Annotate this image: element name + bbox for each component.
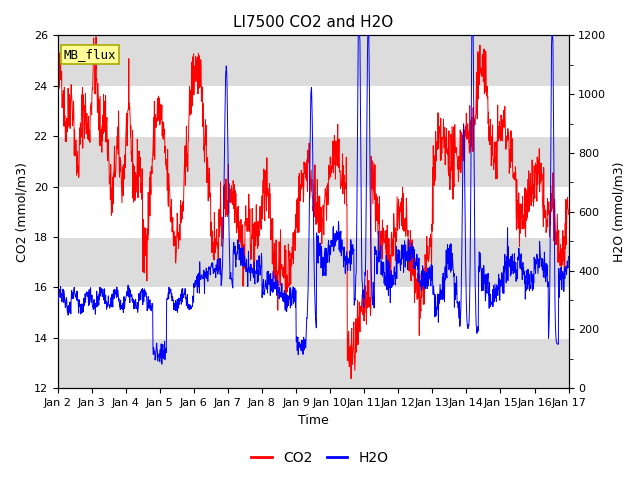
Legend: CO2, H2O: CO2, H2O xyxy=(246,445,394,471)
Bar xyxy=(58,36,568,86)
Bar xyxy=(58,237,568,288)
Bar xyxy=(58,136,568,187)
Y-axis label: H2O (mmol/m3): H2O (mmol/m3) xyxy=(612,162,625,262)
Text: MB_flux: MB_flux xyxy=(63,48,116,60)
Y-axis label: CO2 (mmol/m3): CO2 (mmol/m3) xyxy=(15,162,28,262)
X-axis label: Time: Time xyxy=(298,414,328,427)
Title: LI7500 CO2 and H2O: LI7500 CO2 and H2O xyxy=(233,15,393,30)
Bar xyxy=(58,338,568,388)
